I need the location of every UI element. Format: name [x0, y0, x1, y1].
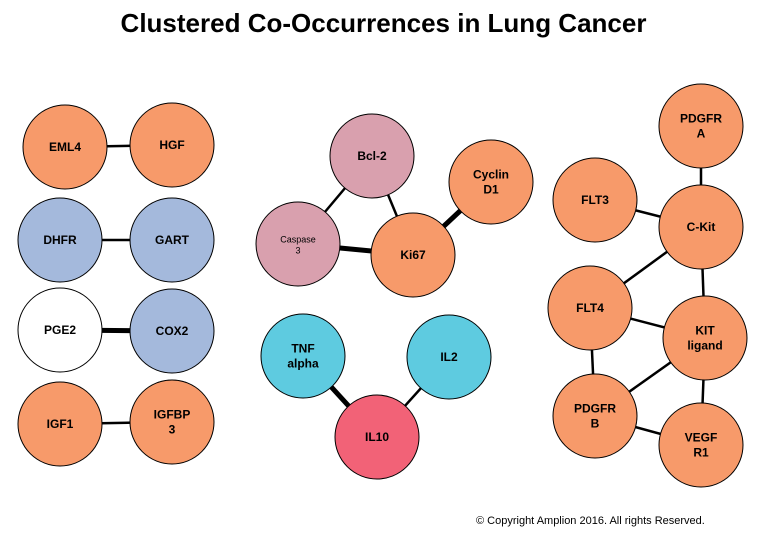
node-gart: GART: [129, 197, 215, 283]
node-eml4: EML4: [22, 104, 108, 190]
node-circle-kitligand: [662, 295, 748, 381]
node-label-ki67: Ki67: [400, 248, 426, 262]
node-flt3: FLT3: [552, 157, 638, 243]
node-label-cox2: COX2: [156, 324, 189, 338]
node-label-pdgfra: A: [697, 127, 706, 141]
node-circle-pge2: [17, 287, 103, 373]
copyright-notice: © Copyright Amplion 2016. All rights Res…: [476, 515, 705, 527]
node-il2: IL2: [406, 314, 492, 400]
node-ckit: C-Kit: [658, 184, 744, 270]
node-label-pdgfra: PDGFR: [680, 112, 722, 126]
node-label-bcl2: Bcl-2: [357, 149, 387, 163]
node-circle-caspase3: [255, 201, 341, 287]
node-label-caspase3: 3: [295, 246, 300, 256]
node-circle-bcl2: [329, 113, 415, 199]
node-circle-flt4: [547, 265, 633, 351]
node-circle-cyclind1: [448, 139, 534, 225]
node-bcl2: Bcl-2: [329, 113, 415, 199]
node-label-pdgfrb: PDGFR: [574, 402, 616, 416]
node-circle-igf1: [17, 381, 103, 467]
node-circle-tnfalpha: [260, 313, 346, 399]
node-cox2: COX2: [129, 288, 215, 374]
node-circle-il10: [334, 394, 420, 480]
node-label-pdgfrb: B: [591, 417, 600, 431]
node-circle-igfbp3: [129, 379, 215, 465]
node-label-il2: IL2: [440, 350, 458, 364]
node-circle-pdgfrb: [552, 373, 638, 459]
node-ki67: Ki67: [370, 212, 456, 298]
node-igf1: IGF1: [17, 381, 103, 467]
node-label-cyclind1: Cyclin: [473, 168, 509, 182]
node-label-kitligand: ligand: [687, 339, 722, 353]
node-flt4: FLT4: [547, 265, 633, 351]
node-circle-pdgfra: [658, 83, 744, 169]
node-circle-il2: [406, 314, 492, 400]
node-hgf: HGF: [129, 102, 215, 188]
diagram-title: Clustered Co-Occurrences in Lung Cancer: [120, 8, 647, 38]
node-label-cyclind1: D1: [483, 183, 499, 197]
node-circle-flt3: [552, 157, 638, 243]
node-label-vegfr1: VEGF: [685, 431, 718, 445]
node-circle-cox2: [129, 288, 215, 374]
node-circle-ckit: [658, 184, 744, 270]
node-il10: IL10: [334, 394, 420, 480]
node-label-caspase3: Caspase: [280, 235, 316, 245]
node-circle-hgf: [129, 102, 215, 188]
node-label-gart: GART: [155, 233, 190, 247]
node-circle-vegfr1: [658, 402, 744, 488]
node-label-igf1: IGF1: [47, 417, 74, 431]
node-label-flt3: FLT3: [581, 193, 609, 207]
node-label-il10: IL10: [365, 430, 389, 444]
node-label-eml4: EML4: [49, 140, 81, 154]
node-circle-eml4: [22, 104, 108, 190]
node-label-hgf: HGF: [159, 138, 184, 152]
node-label-igfbp3: IGFBP: [154, 408, 191, 422]
node-label-kitligand: KIT: [695, 324, 715, 338]
node-label-dhfr: DHFR: [43, 233, 77, 247]
node-label-igfbp3: 3: [169, 423, 176, 437]
node-label-flt4: FLT4: [576, 301, 604, 315]
node-label-tnfalpha: alpha: [287, 357, 319, 371]
node-label-vegfr1: R1: [693, 446, 709, 460]
node-label-tnfalpha: TNF: [291, 342, 314, 356]
node-dhfr: DHFR: [17, 197, 103, 283]
node-circle-dhfr: [17, 197, 103, 283]
node-circle-ki67: [370, 212, 456, 298]
node-label-pge2: PGE2: [44, 323, 76, 337]
node-label-ckit: C-Kit: [687, 220, 716, 234]
node-circle-gart: [129, 197, 215, 283]
node-pge2: PGE2: [17, 287, 103, 373]
